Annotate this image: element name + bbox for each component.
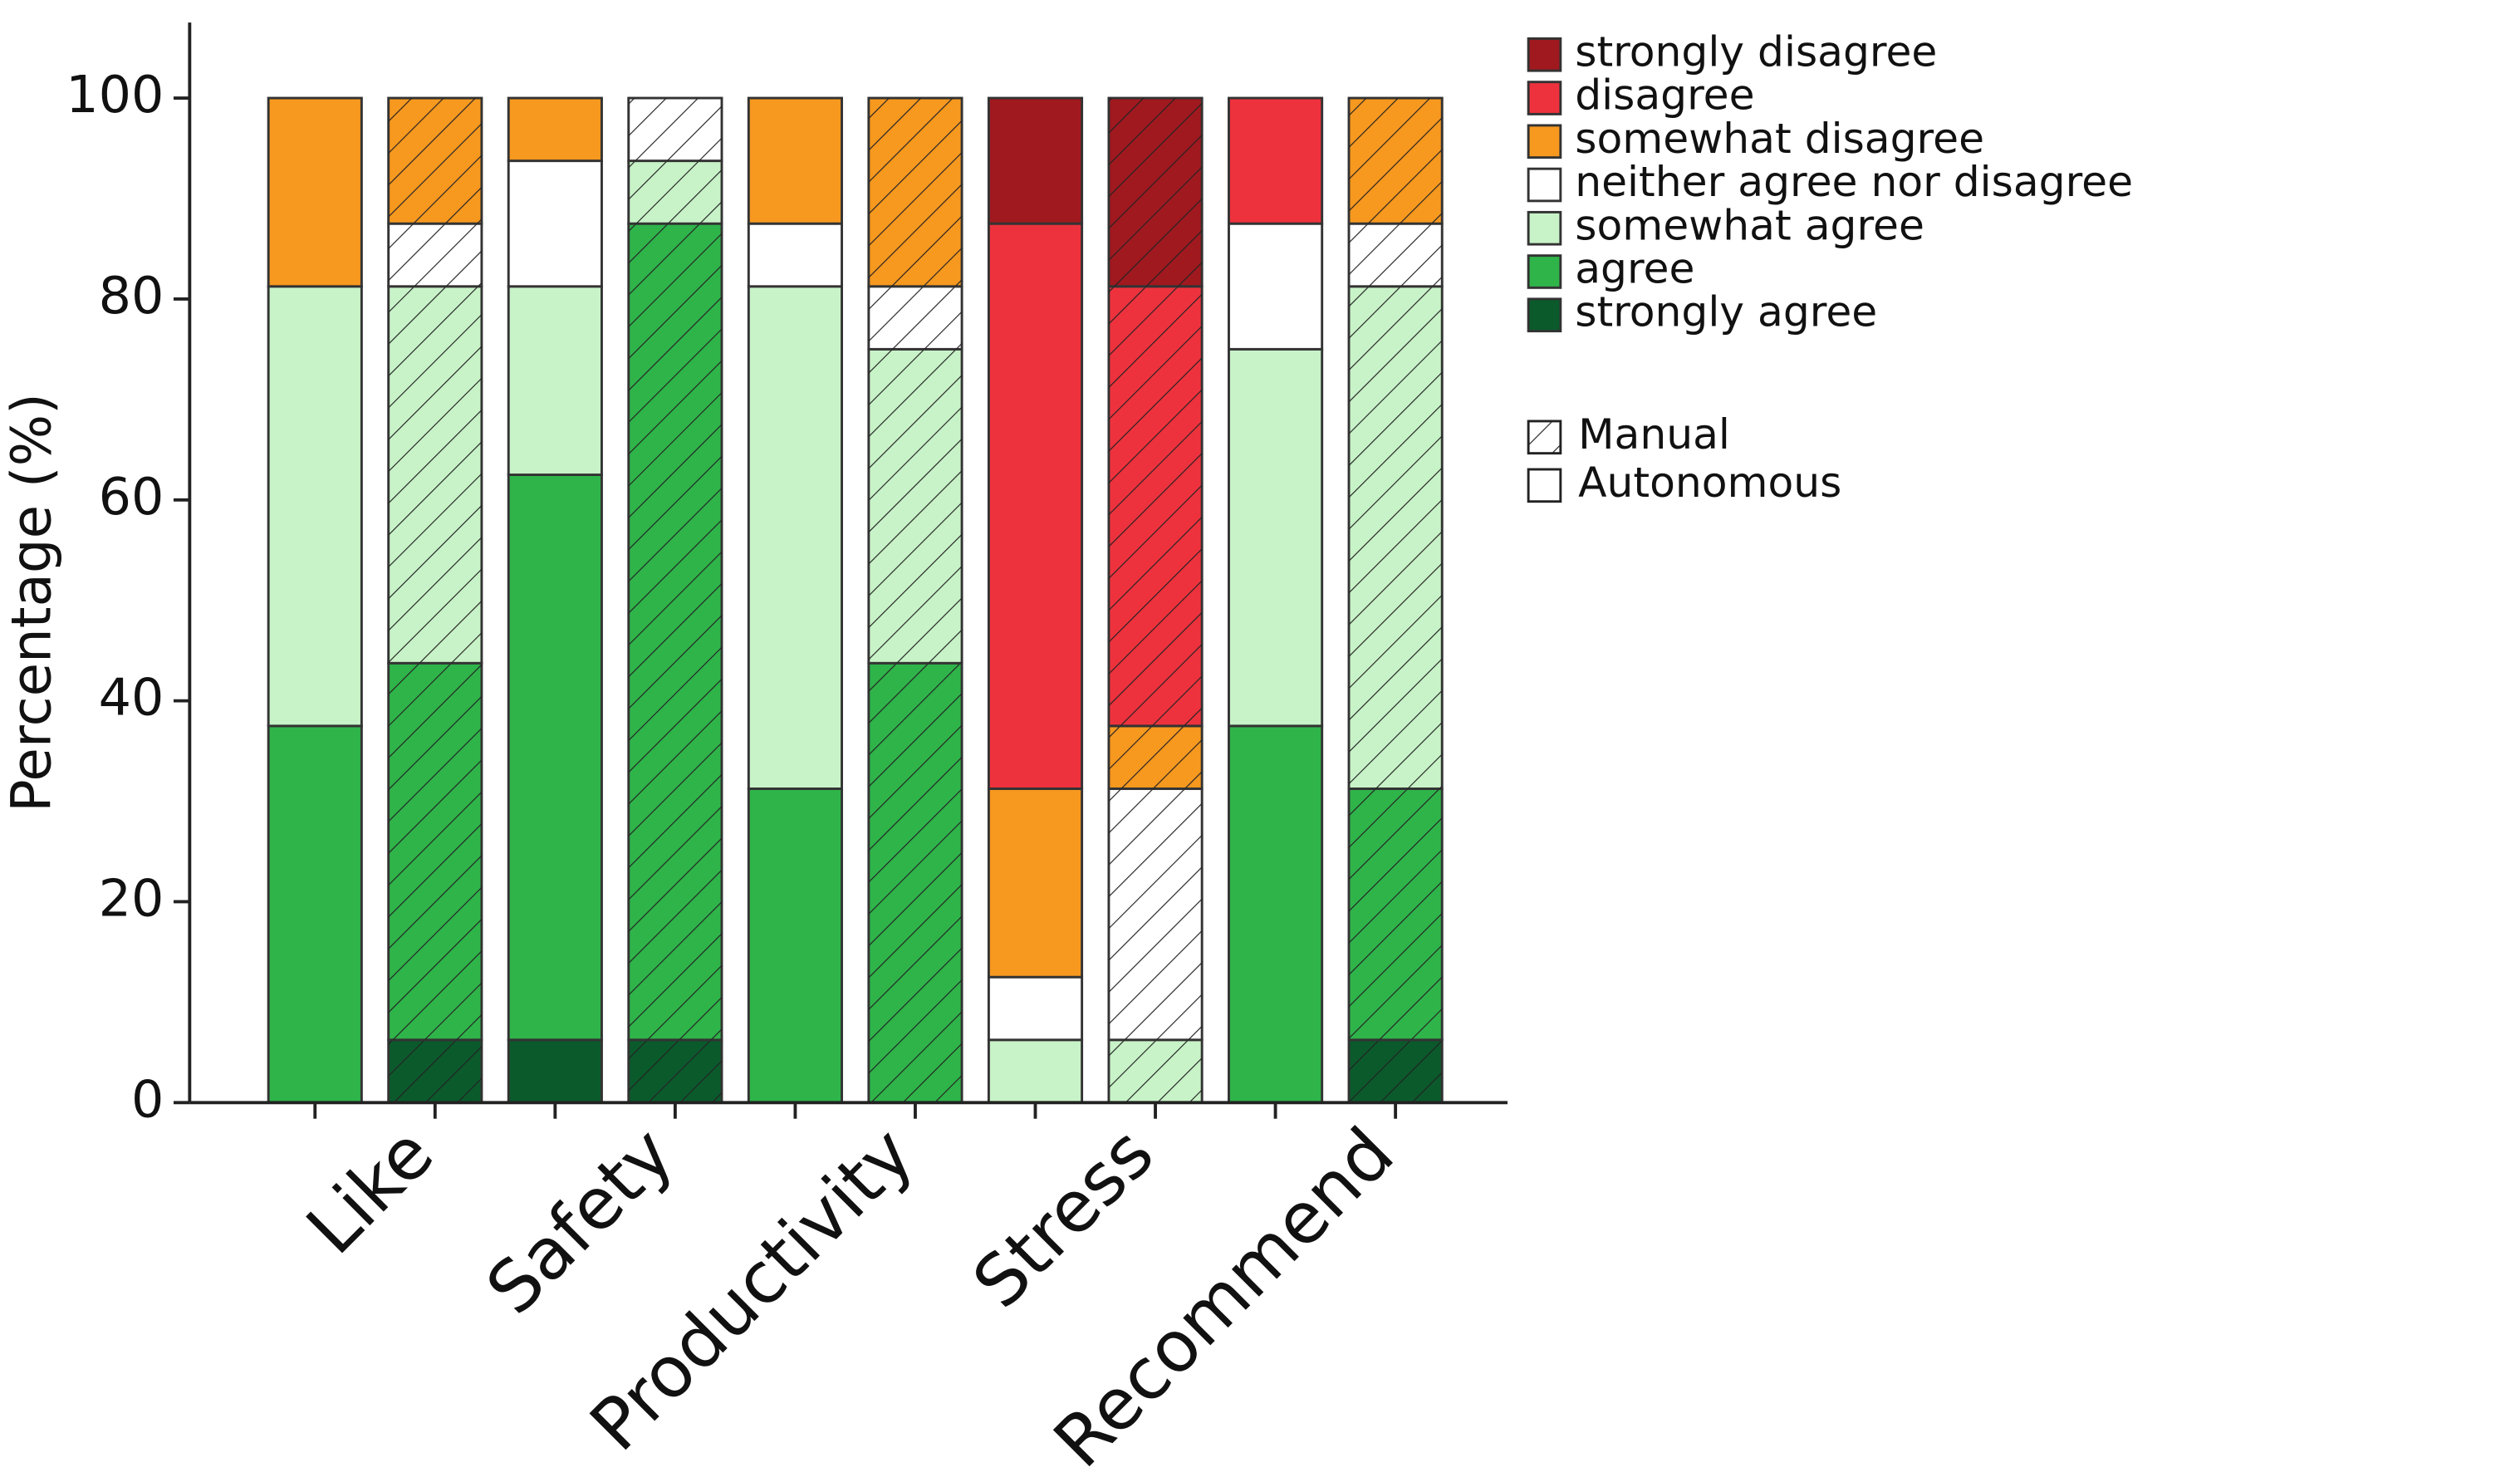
y-tick-label: 20	[99, 869, 164, 929]
hatch-overlay	[1349, 223, 1443, 287]
hatch-overlay	[1349, 1039, 1443, 1103]
bar-segment	[507, 285, 603, 476]
bar-segment	[1228, 347, 1324, 728]
legend-label: Autonomous	[1578, 458, 1841, 507]
bar-segment	[507, 159, 603, 288]
bar-segment	[987, 787, 1084, 979]
bar-segment	[507, 1038, 603, 1104]
hatch-overlay	[1108, 1039, 1203, 1103]
bar-segment	[507, 96, 603, 163]
legend-label: agree	[1575, 244, 1694, 293]
hatch-overlay	[628, 160, 722, 224]
bar-segment	[747, 96, 843, 225]
hatch-overlay	[1349, 286, 1443, 789]
bar-segment	[267, 724, 363, 1104]
legend-hatch	[1528, 420, 1561, 454]
legend-swatch	[1527, 37, 1562, 72]
x-tick-label: Like	[292, 1112, 449, 1270]
y-tick-label: 60	[99, 467, 164, 527]
legend-swatch	[1527, 81, 1562, 115]
hatch-overlay	[628, 223, 722, 1040]
hatch-overlay	[1108, 788, 1203, 1040]
hatch-overlay	[1108, 725, 1203, 789]
bar-segment	[267, 285, 363, 728]
bar-segment	[267, 96, 363, 288]
y-tick-label: 100	[66, 65, 164, 125]
legend-label: strongly agree	[1575, 287, 1877, 336]
y-tick-label: 80	[99, 266, 164, 326]
legend-label: disagree	[1575, 71, 1754, 120]
hatch-overlay	[1108, 98, 1203, 287]
legend-label: strongly disagree	[1575, 27, 1937, 76]
y-tick-label: 0	[131, 1069, 164, 1129]
hatch-overlay	[868, 663, 963, 1103]
legend-swatch	[1527, 468, 1562, 503]
legend-label: somewhat agree	[1575, 200, 1924, 249]
hatch-overlay	[388, 1039, 482, 1103]
bar-segment	[987, 1038, 1084, 1104]
bar-segment	[747, 787, 843, 1104]
bar-segment	[987, 975, 1084, 1042]
hatch-overlay	[1349, 788, 1443, 1040]
bar-segment	[1228, 222, 1324, 351]
legend-swatch	[1527, 167, 1562, 203]
hatch-overlay	[868, 349, 963, 664]
y-axis-label: Percentage (%)	[0, 393, 64, 812]
hatch-overlay	[388, 223, 482, 287]
hatch-overlay	[868, 286, 963, 350]
x-tick-label: Stress	[958, 1112, 1169, 1324]
hatch-overlay	[868, 98, 963, 287]
hatch-overlay	[628, 1039, 722, 1103]
legend-swatch	[1527, 210, 1562, 246]
legend-label: somewhat disagree	[1575, 114, 1984, 163]
hatch-overlay	[388, 663, 482, 1040]
x-tick-label: Safety	[472, 1112, 690, 1331]
bar-segment	[747, 222, 843, 288]
hatch-overlay	[1349, 98, 1443, 224]
legend-swatch	[1527, 254, 1562, 289]
hatch-overlay	[388, 286, 482, 664]
bar-segment	[1228, 724, 1324, 1104]
hatch-overlay	[388, 98, 482, 224]
y-tick-label: 40	[99, 668, 164, 728]
legend-label: Manual	[1578, 410, 1730, 459]
legend-swatch	[1527, 297, 1562, 333]
bar-segment	[747, 285, 843, 790]
bar-segment	[987, 96, 1084, 225]
bar-segment	[1228, 96, 1324, 225]
bar-segment	[987, 222, 1084, 790]
legend-swatch	[1527, 124, 1562, 159]
hatch-overlay	[628, 98, 722, 161]
legend-label: neither agree nor disagree	[1575, 157, 2133, 206]
hatch-overlay	[1108, 286, 1203, 726]
bar-segment	[507, 474, 603, 1042]
